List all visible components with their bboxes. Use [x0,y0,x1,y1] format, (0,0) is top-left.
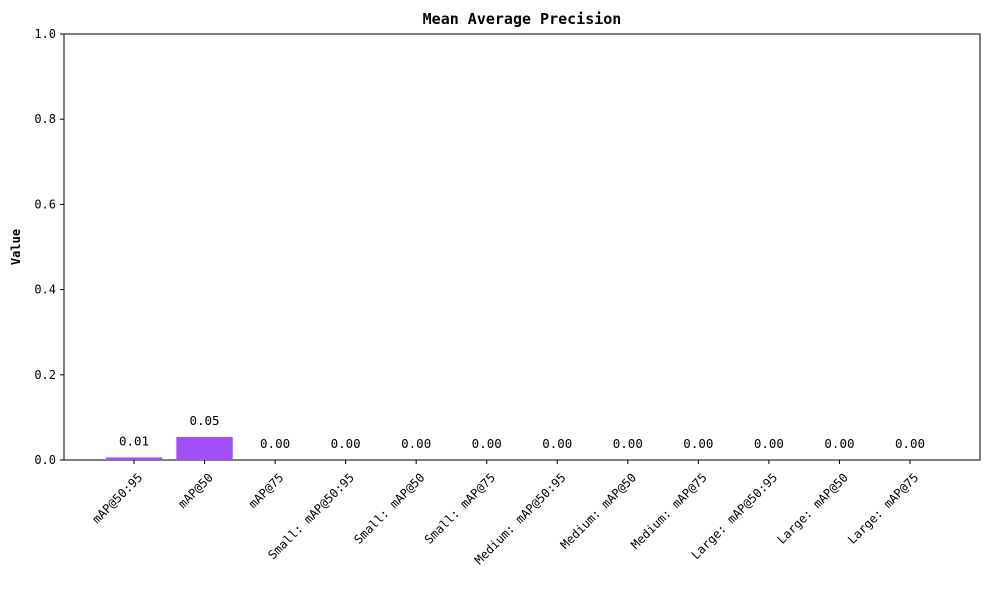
x-tick-label: mAP@50:95 [89,470,145,526]
x-tick-label: Small: mAP@50 [351,470,427,546]
bar-value-label: 0.05 [189,413,219,428]
bar [105,457,163,460]
bar-value-label: 0.00 [542,436,572,451]
x-tick-label: mAP@75 [246,470,287,511]
y-tick-label: 1.0 [34,27,56,41]
y-tick-label: 0.0 [34,453,56,467]
y-axis-label: Value [9,229,23,265]
plot-frame [63,33,981,461]
bar-value-label: 0.00 [260,436,290,451]
bar-value-label: 0.00 [472,436,502,451]
bar-value-label: 0.00 [754,436,784,451]
y-tick-label: 0.2 [34,368,56,382]
plot-area: 0.0 0.2 0.4 0.6 0.8 1.0 0.01 mAP@50:95 0.05 mAP@5… [34,27,981,567]
chart-title: Mean Average Precision [423,10,622,28]
y-tick-label: 0.8 [34,112,56,126]
x-tick-label: mAP@50 [175,470,216,511]
x-tick-label: Large: mAP@50 [774,470,850,546]
x-tick-label: Small: mAP@75 [422,470,498,546]
x-tick-label: Large: mAP@75 [845,470,921,546]
bar-value-label: 0.01 [119,433,149,448]
bar-value-label: 0.00 [683,436,713,451]
bar [176,436,233,460]
y-tick-label: 0.4 [34,283,56,297]
bar-value-label: 0.00 [331,436,361,451]
x-tick-label: Medium: mAP@50 [558,470,639,551]
bar-value-label: 0.00 [613,436,643,451]
bar-value-label: 0.00 [895,436,925,451]
bar-value-label: 0.00 [401,436,431,451]
x-tick-label: Medium: mAP@75 [628,470,709,551]
y-tick-label: 0.6 [34,197,56,211]
bar-value-label: 0.00 [824,436,854,451]
